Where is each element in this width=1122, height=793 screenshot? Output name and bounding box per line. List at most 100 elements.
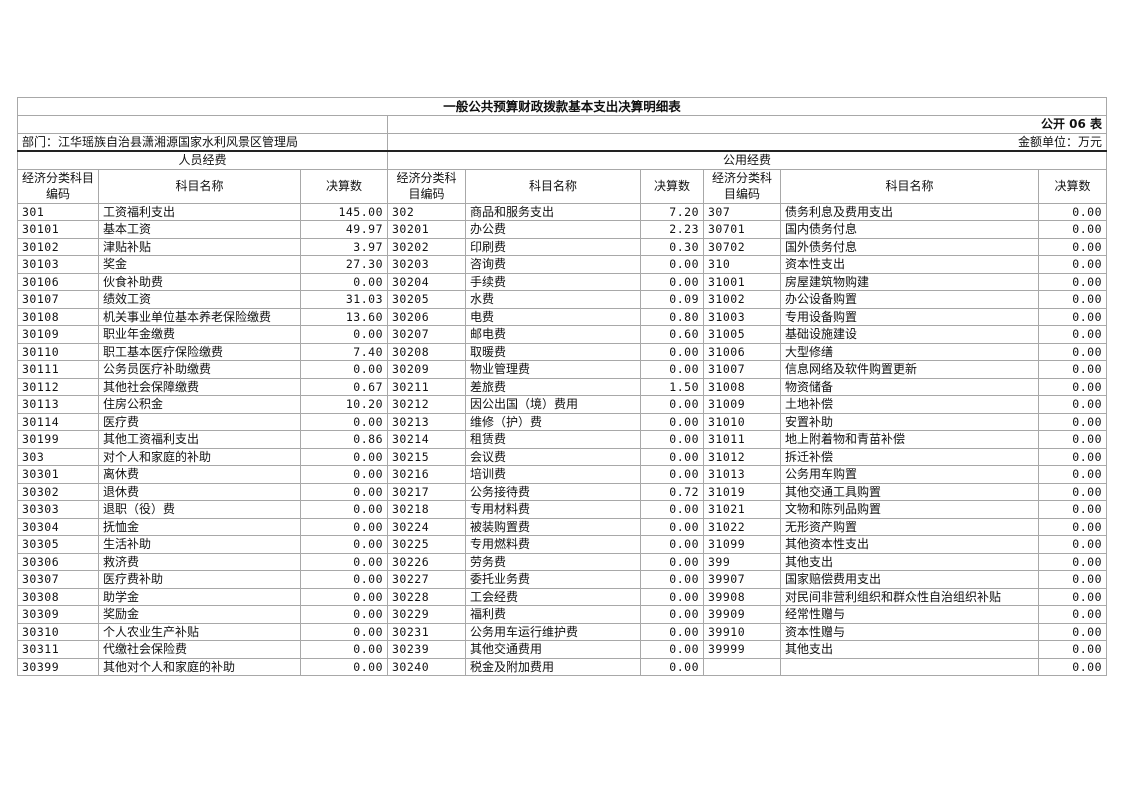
cell-amount: 0.00: [640, 552, 704, 571]
cell-code: 30209: [387, 360, 466, 379]
cell-code: 30208: [387, 342, 466, 361]
cell-name: 房屋建筑物购建: [780, 272, 1039, 291]
cell-name: 劳务费: [465, 552, 641, 571]
cell-code: 31013: [703, 465, 781, 484]
table-row: 30311 代缴社会保险费 0.00 30239 其他交通费用 0.00 39999 其他支出…: [17, 640, 1107, 659]
cell-code: 30301: [17, 465, 99, 484]
cell-amount: 13.60: [300, 307, 388, 326]
cell-amount: 0.00: [640, 622, 704, 641]
cell-code: 30103: [17, 255, 99, 274]
cell-code: 30226: [387, 552, 466, 571]
cell-name: 公务员医疗补助缴费: [98, 360, 301, 379]
cell-code: 301: [17, 202, 99, 221]
cell-name: 抚恤金: [98, 517, 301, 536]
cell-name: 助学金: [98, 587, 301, 606]
cell-code: 30309: [17, 605, 99, 624]
cell-amount: 0.00: [1038, 255, 1107, 274]
cell-code: 30306: [17, 552, 99, 571]
table-row: 30102 津贴补贴 3.97 30202 印刷费 0.30 30702 国外债务付息 0.00: [17, 237, 1107, 256]
cell-code: 30228: [387, 587, 466, 606]
cell-amount: 0.09: [640, 290, 704, 309]
cell-name: 因公出国（境）费用: [465, 395, 641, 414]
cell-code: 30201: [387, 220, 466, 239]
cell-name: 国内债务付息: [780, 220, 1039, 239]
cell-code: 30202: [387, 237, 466, 256]
cell-code: 30311: [17, 640, 99, 659]
cell-name: 地上附着物和青苗补偿: [780, 430, 1039, 449]
cell-name: 绩效工资: [98, 290, 301, 309]
table-row: 30309 奖励金 0.00 30229 福利费 0.00 39909 经常性赠与 0.00: [17, 605, 1107, 624]
cell-amount: 0.72: [640, 482, 704, 501]
cell-name: 专用设备购置: [780, 307, 1039, 326]
cell-code: 307: [703, 202, 781, 221]
cell-code: 31002: [703, 290, 781, 309]
cell-amount: 0.00: [1038, 447, 1107, 466]
cell-amount: 0.00: [1038, 272, 1107, 291]
header-amount: 决算数: [300, 168, 388, 204]
cell-name: 救济费: [98, 552, 301, 571]
cell-name: 土地补偿: [780, 395, 1039, 414]
cell-code: 30203: [387, 255, 466, 274]
cell-name: 其他支出: [780, 640, 1039, 659]
cell-name: 大型修缮: [780, 342, 1039, 361]
cell-code: 30109: [17, 325, 99, 344]
cell-code: 39907: [703, 570, 781, 589]
cell-name: 被装购置费: [465, 517, 641, 536]
cell-code: 30399: [17, 657, 99, 676]
cell-name: 维修（护）费: [465, 412, 641, 431]
table-row: 30101 基本工资 49.97 30201 办公费 2.23 30701 国内债务付息 0.0…: [17, 220, 1107, 239]
cell-amount: 0.00: [1038, 395, 1107, 414]
cell-name: 办公设备购置: [780, 290, 1039, 309]
cell-amount: 1.50: [640, 377, 704, 396]
cell-name: 其他资本性支出: [780, 535, 1039, 554]
table-row: 30113 住房公积金 10.20 30212 因公出国（境）费用 0.00 31009 土地…: [17, 395, 1107, 414]
cell-code: 30102: [17, 237, 99, 256]
table-row: 30302 退休费 0.00 30217 公务接待费 0.72 31019 其他交通工具购置 0…: [17, 482, 1107, 501]
department-label: 部门：江华瑶族自治县潇湘源国家水利风景区管理局: [17, 132, 388, 152]
table-row: 30303 退职（役）费 0.00 30218 专用材料费 0.00 31021 文物和陈列品…: [17, 500, 1107, 519]
cell-name: 工资福利支出: [98, 202, 301, 221]
cell-name: 退休费: [98, 482, 301, 501]
cell-amount: 0.00: [640, 517, 704, 536]
cell-name: 伙食补助费: [98, 272, 301, 291]
cell-code: 30217: [387, 482, 466, 501]
cell-amount: 0.00: [640, 255, 704, 274]
table-row: 30304 抚恤金 0.00 30224 被装购置费 0.00 31022 无形资产购置 0.0…: [17, 517, 1107, 536]
cell-name: 其他社会保障缴费: [98, 377, 301, 396]
cell-amount: 27.30: [300, 255, 388, 274]
cell-amount: 0.00: [300, 587, 388, 606]
cell-name: 无形资产购置: [780, 517, 1039, 536]
header-code: 经济分类科目编码: [17, 168, 99, 204]
cell-code: 30211: [387, 377, 466, 396]
cell-code: 30112: [17, 377, 99, 396]
cell-name: 对个人和家庭的补助: [98, 447, 301, 466]
cell-name: 职工基本医疗保险缴费: [98, 342, 301, 361]
cell-code: 30214: [387, 430, 466, 449]
cell-name: 电费: [465, 307, 641, 326]
cell-name: 公务用车运行维护费: [465, 622, 641, 641]
cell-name: 其他对个人和家庭的补助: [98, 657, 301, 676]
cell-amount: 0.00: [300, 500, 388, 519]
cell-amount: 0.00: [1038, 640, 1107, 659]
cell-name: 福利费: [465, 605, 641, 624]
cell-amount: 31.03: [300, 290, 388, 309]
cell-name: 取暖费: [465, 342, 641, 361]
cell-amount: 0.86: [300, 430, 388, 449]
cell-code: 39908: [703, 587, 781, 606]
cell-name: 邮电费: [465, 325, 641, 344]
cell-code: 31006: [703, 342, 781, 361]
cell-name: 拆迁补偿: [780, 447, 1039, 466]
cell-code: 30108: [17, 307, 99, 326]
header-code: 经济分类科目编码: [703, 168, 781, 204]
cell-amount: 0.00: [300, 552, 388, 571]
cell-code: 30114: [17, 412, 99, 431]
cell-name: 奖金: [98, 255, 301, 274]
table-row: 30310 个人农业生产补贴 0.00 30231 公务用车运行维护费 0.00 39910…: [17, 622, 1107, 641]
cell-name: 物资储备: [780, 377, 1039, 396]
cell-name: 信息网络及软件购置更新: [780, 360, 1039, 379]
cell-code: 30206: [387, 307, 466, 326]
cell-code: 31008: [703, 377, 781, 396]
cell-amount: 0.00: [640, 430, 704, 449]
cell-amount: 0.00: [300, 605, 388, 624]
cell-name: 物业管理费: [465, 360, 641, 379]
